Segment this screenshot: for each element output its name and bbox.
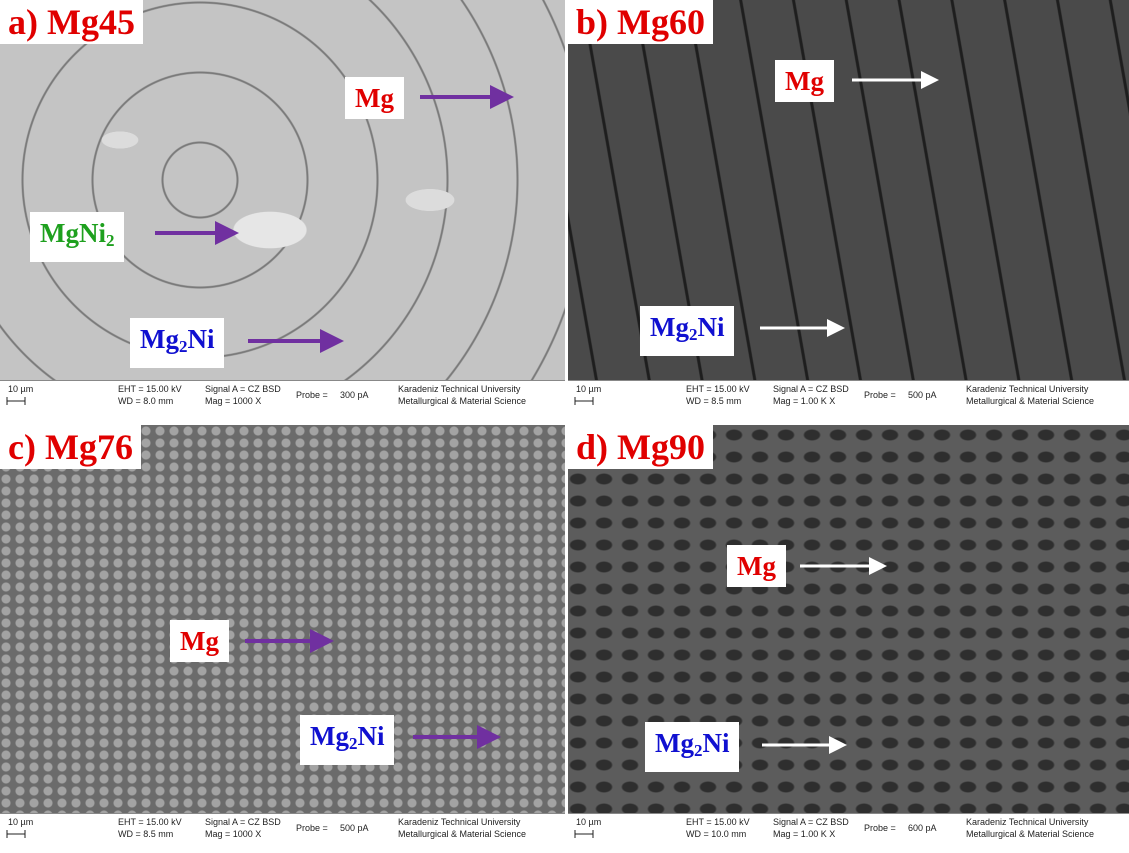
scale-label: 10 µm xyxy=(8,384,33,394)
scale-label: 10 µm xyxy=(576,817,601,827)
phase-label: Mg xyxy=(727,545,786,587)
arrows xyxy=(0,425,565,813)
arrows xyxy=(0,0,565,380)
magnification: Mag = 1.00 K X xyxy=(773,396,835,406)
phase-label: Mg2Ni xyxy=(300,715,394,765)
scale-label: 10 µm xyxy=(576,384,601,394)
department: Metallurgical & Material Science xyxy=(398,829,526,839)
scale-bar xyxy=(6,829,30,839)
info-bar: 10 µm EHT = 15.00 kV WD = 8.5 mm Signal A =… xyxy=(568,380,1129,412)
university: Karadeniz Technical University xyxy=(966,817,1088,827)
probe: Probe = xyxy=(296,823,328,833)
info-bar: 10 µm EHT = 15.00 kV WD = 8.0 mm Signal A =… xyxy=(0,380,565,412)
probe: Probe = xyxy=(296,390,328,400)
working-distance: WD = 8.5 mm xyxy=(118,829,173,839)
eht: EHT = 15.00 kV xyxy=(686,817,750,827)
working-distance: WD = 8.0 mm xyxy=(118,396,173,406)
magnification: Mag = 1000 X xyxy=(205,396,261,406)
scale-bar xyxy=(574,829,598,839)
phase-label: Mg2Ni xyxy=(645,722,739,772)
working-distance: WD = 10.0 mm xyxy=(686,829,746,839)
phase-label: Mg2Ni xyxy=(640,306,734,356)
university: Karadeniz Technical University xyxy=(398,384,520,394)
department: Metallurgical & Material Science xyxy=(966,829,1094,839)
probe: Probe = xyxy=(864,390,896,400)
probe-current: 600 pA xyxy=(908,823,937,833)
probe-current: 300 pA xyxy=(340,390,369,400)
university: Karadeniz Technical University xyxy=(398,817,520,827)
phase-label: Mg xyxy=(345,77,404,119)
signal: Signal A = CZ BSD xyxy=(773,384,849,394)
eht: EHT = 15.00 kV xyxy=(118,384,182,394)
eht: EHT = 15.00 kV xyxy=(118,817,182,827)
signal: Signal A = CZ BSD xyxy=(205,384,281,394)
scale-bar xyxy=(574,396,598,406)
magnification: Mag = 1.00 K X xyxy=(773,829,835,839)
working-distance: WD = 8.5 mm xyxy=(686,396,741,406)
eht: EHT = 15.00 kV xyxy=(686,384,750,394)
phase-label: Mg2Ni xyxy=(130,318,224,368)
probe: Probe = xyxy=(864,823,896,833)
probe-current: 500 pA xyxy=(908,390,937,400)
signal: Signal A = CZ BSD xyxy=(773,817,849,827)
info-bar: 10 µm EHT = 15.00 kV WD = 10.0 mm Signal A … xyxy=(568,813,1129,853)
magnification: Mag = 1000 X xyxy=(205,829,261,839)
phase-label: MgNi2 xyxy=(30,212,124,262)
info-bar: 10 µm EHT = 15.00 kV WD = 8.5 mm Signal A =… xyxy=(0,813,565,853)
signal: Signal A = CZ BSD xyxy=(205,817,281,827)
phase-label: Mg xyxy=(170,620,229,662)
phase-label: Mg xyxy=(775,60,834,102)
probe-current: 500 pA xyxy=(340,823,369,833)
page: a) Mg45 Mg MgNi2 Mg2Ni 10 µmEHT = 15.00 … xyxy=(0,0,1129,853)
scale-bar xyxy=(6,396,30,406)
department: Metallurgical & Material Science xyxy=(966,396,1094,406)
scale-label: 10 µm xyxy=(8,817,33,827)
department: Metallurgical & Material Science xyxy=(398,396,526,406)
university: Karadeniz Technical University xyxy=(966,384,1088,394)
